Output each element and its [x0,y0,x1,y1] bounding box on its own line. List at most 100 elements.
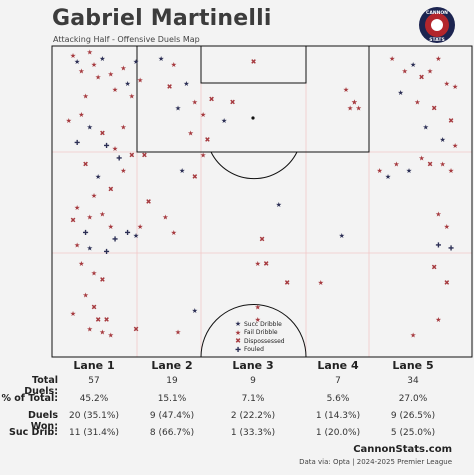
dispossessed-marker: ✖ [448,117,454,125]
fail-dribble-marker: ★ [355,105,361,113]
stat-cell: 20 (35.1%) [69,411,119,421]
fail-dribble-marker: ★ [187,130,193,138]
penalty-arc [210,151,298,180]
succ-dribble-marker: ★ [99,55,105,63]
stat-cell: 57 [88,376,100,386]
dispossessed-marker: ✖ [146,198,152,206]
succ-dribble-marker: ★ [397,89,403,97]
fail-dribble-marker: ★ [351,99,357,107]
fail-dribble-marker: ★ [435,55,441,63]
legend-item-succ-dribble: ★ Succ Dribble [232,320,285,329]
stat-cell: 5.6% [326,394,350,404]
dispossessed-marker: ✖ [444,279,450,287]
fouled-marker: ✚ [104,142,110,150]
dispossessed-marker: ✖ [129,151,135,159]
fail-dribble-marker: ★ [427,67,433,75]
dispossessed-marker: ✖ [259,235,265,243]
succ-dribble-marker: ★ [439,136,445,144]
penalty-spot [251,116,255,120]
fail-dribble-marker: ★ [66,117,72,125]
legend-cross-icon: ✖ [235,337,241,346]
legend: ★ Succ Dribble ★ Fail Dribble ✖ Dispossesse… [232,320,285,354]
dispossessed-marker: ✖ [427,161,433,169]
succ-dribble-marker: ★ [95,173,101,181]
fail-dribble-marker: ★ [376,167,382,175]
succ-dribble-marker: ★ [406,167,412,175]
fail-dribble-marker: ★ [343,86,349,94]
dispossessed-marker: ✖ [192,173,198,181]
fouled-marker: ✚ [112,235,118,243]
fail-dribble-marker: ★ [99,210,105,218]
legend-label: Succ Dribble [244,320,282,328]
legend-label: Dispossessed [244,337,285,345]
fail-dribble-marker: ★ [78,111,84,119]
row-label-suc-drib: Suc Drib: [9,427,58,438]
succ-dribble-marker: ★ [124,80,130,88]
centre-circle [200,304,307,358]
lane-header-3: Lane 3 [232,359,274,372]
stat-cell: 1 (33.3%) [230,428,276,438]
dispossessed-marker: ✖ [104,316,110,324]
fail-dribble-marker: ★ [87,49,93,57]
fail-dribble-marker: ★ [200,151,206,159]
dispossessed-marker: ✖ [91,304,97,312]
brand-name: CannonStats.com [353,444,452,455]
succ-dribble-marker: ★ [87,245,93,253]
fouled-marker: ✚ [83,229,89,237]
dispossessed-marker: ✖ [167,83,173,91]
fail-dribble-marker: ★ [255,304,261,312]
page-subtitle: Attacking Half - Offensive Duels Map [53,35,200,44]
fouled-marker: ✚ [104,248,110,256]
legend-item-fouled: ✚ Fouled [232,346,285,355]
fail-dribble-marker: ★ [318,279,324,287]
fail-dribble-marker: ★ [351,99,357,107]
stat-cell: 1 (14.3%) [315,411,361,421]
legend-item-fail-dribble: ★ Fail Dribble [232,329,285,338]
legend-star-icon: ★ [234,320,242,329]
stat-cell: 27.0% [398,394,428,404]
stat-cell: 9 (47.4%) [149,411,195,421]
fail-dribble-marker: ★ [87,214,93,222]
fail-dribble-marker: ★ [452,83,458,91]
fail-dribble-marker: ★ [347,105,353,113]
fail-dribble-marker: ★ [78,260,84,268]
dispossessed-marker: ✖ [263,260,269,268]
legend-item-dispossessed: ✖ Dispossessed [232,337,285,346]
fail-dribble-marker: ★ [393,161,399,169]
dispossessed-marker: ✖ [431,105,437,113]
fail-dribble-marker: ★ [120,123,126,131]
lane-header-5: Lane 5 [392,359,434,372]
fouled-marker: ✚ [448,245,454,253]
row-label-duels-won: Duels Won: [27,410,58,432]
fail-dribble-marker: ★ [414,99,420,107]
duel-points: ★★★★★★★★★★★★★★★★★★✖✚ ✚ ★✚★✖ ✖✖★✖★★✖ ★ ★★✚✚ ★★✚… [66,49,459,340]
lane-header-1: Lane 1 [73,359,115,372]
dispossessed-marker: ✖ [133,326,139,334]
dispossessed-marker: ✖ [95,316,101,324]
legend-label: Fouled [244,346,264,354]
fail-dribble-marker: ★ [444,80,450,88]
fail-dribble-marker: ★ [137,223,143,231]
dispossessed-marker: ✖ [99,130,105,138]
succ-dribble-marker: ★ [175,105,181,113]
fail-dribble-marker: ★ [162,214,168,222]
fail-dribble-marker: ★ [112,86,118,94]
succ-dribble-marker: ★ [133,232,139,240]
fouled-marker: ✚ [116,155,122,163]
stat-cell: 45.2% [79,394,109,404]
stat-cell: 8 (66.7%) [149,428,195,438]
fail-dribble-marker: ★ [171,229,177,237]
succ-dribble-marker: ★ [158,55,164,63]
fail-dribble-marker: ★ [410,332,416,340]
fail-dribble-marker: ★ [452,142,458,150]
dispossessed-marker: ✖ [99,276,105,284]
fouled-marker: ✚ [74,139,80,147]
fail-dribble-marker: ★ [108,332,114,340]
fail-dribble-marker: ★ [435,210,441,218]
fouled-marker: ✚ [435,242,441,250]
lane-header-2: Lane 2 [151,359,193,372]
fail-dribble-marker: ★ [444,223,450,231]
dispossessed-marker: ✖ [419,74,425,82]
stat-cell: 1 (20.0%) [315,428,361,438]
logo-text-bottom: STATS [429,37,444,43]
